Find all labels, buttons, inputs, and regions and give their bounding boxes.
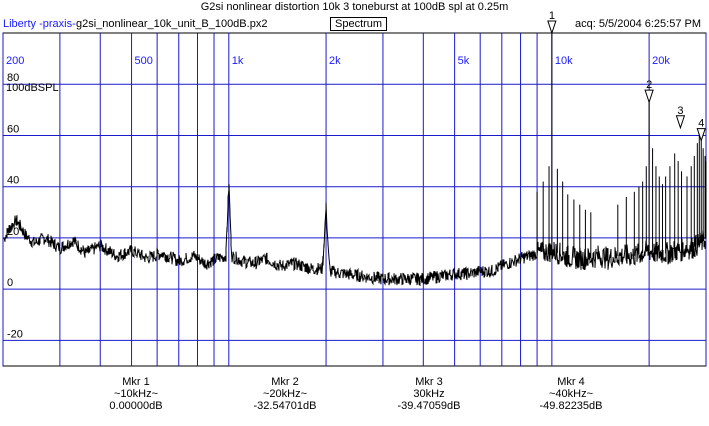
- marker-number: 1: [549, 10, 555, 22]
- marker-number: 4: [698, 118, 704, 130]
- window-title: G2si nonlinear distortion 10k 3 toneburs…: [200, 1, 509, 13]
- marker-readout-2: Mkr 2 ~20kHz~ -32.54701dB: [225, 376, 345, 412]
- y-tick-label: -20: [7, 328, 23, 340]
- marker-number: 3: [677, 105, 683, 117]
- marker-value: -32.54701dB: [253, 400, 317, 412]
- y-tick-label: 0: [7, 277, 13, 289]
- marker-number: 2: [646, 79, 652, 91]
- reference-level-label: 100dBSPL: [6, 82, 59, 94]
- app-name: Liberty -praxis-: [3, 18, 76, 30]
- spectrum-trace: [3, 183, 706, 287]
- marker-readout-4: Mkr 4 ~40kHz~ -49.82235dB: [511, 376, 631, 412]
- marker-triangle: [644, 89, 654, 104]
- x-tick-label: 500: [135, 55, 153, 67]
- frequency-axis-labels: 200 500 1k 2k 5k 10k 20k: [6, 55, 670, 67]
- marker-value: -49.82235dB: [539, 400, 603, 412]
- marker-triangle: [696, 128, 706, 143]
- x-tick-label: 200: [6, 55, 24, 67]
- marker-name: Mkr 2: [271, 376, 299, 388]
- marker-frequency: ~40kHz~: [548, 388, 594, 400]
- marker-frequency: ~20kHz~: [262, 388, 308, 400]
- plot-frame: [2, 32, 707, 367]
- x-tick-label: 2k: [329, 55, 341, 67]
- x-tick-label: 1k: [232, 55, 244, 67]
- spectrum-mode-button[interactable]: Spectrum: [330, 17, 388, 31]
- y-tick-label: 80: [7, 72, 19, 84]
- marker-value: -39.47059dB: [397, 400, 461, 412]
- marker-readout-3: Mkr 3 30kHz -39.47059dB: [369, 376, 489, 412]
- file-name: g2si_nonlinear_10k_unit_B_100dB.px2: [76, 18, 268, 30]
- acquisition-timestamp: acq: 5/5/2004 6:25:57 PM: [575, 18, 701, 30]
- marker-frequency: 30kHz: [413, 388, 445, 400]
- marker-name: Mkr 3: [415, 376, 443, 388]
- y-tick-label: 40: [7, 175, 19, 187]
- marker-triangle: [675, 115, 686, 130]
- marker-value: 0.00000dB: [109, 400, 163, 412]
- marker-triangle: [547, 20, 557, 35]
- marker-readout-1: Mkr 1 ~10kHz~ 0.00000dB: [76, 376, 196, 412]
- x-tick-label: 20k: [652, 55, 670, 67]
- marker-name: Mkr 4: [557, 376, 585, 388]
- marker-name: Mkr 1: [122, 376, 150, 388]
- harmonic-spikes: [536, 33, 707, 259]
- marker-frequency: ~10kHz~: [113, 388, 159, 400]
- y-tick-label: 60: [7, 123, 19, 135]
- x-tick-label: 10k: [555, 55, 573, 67]
- marker-group: 1 2 3 4: [547, 10, 706, 143]
- x-tick-label: 5k: [458, 55, 470, 67]
